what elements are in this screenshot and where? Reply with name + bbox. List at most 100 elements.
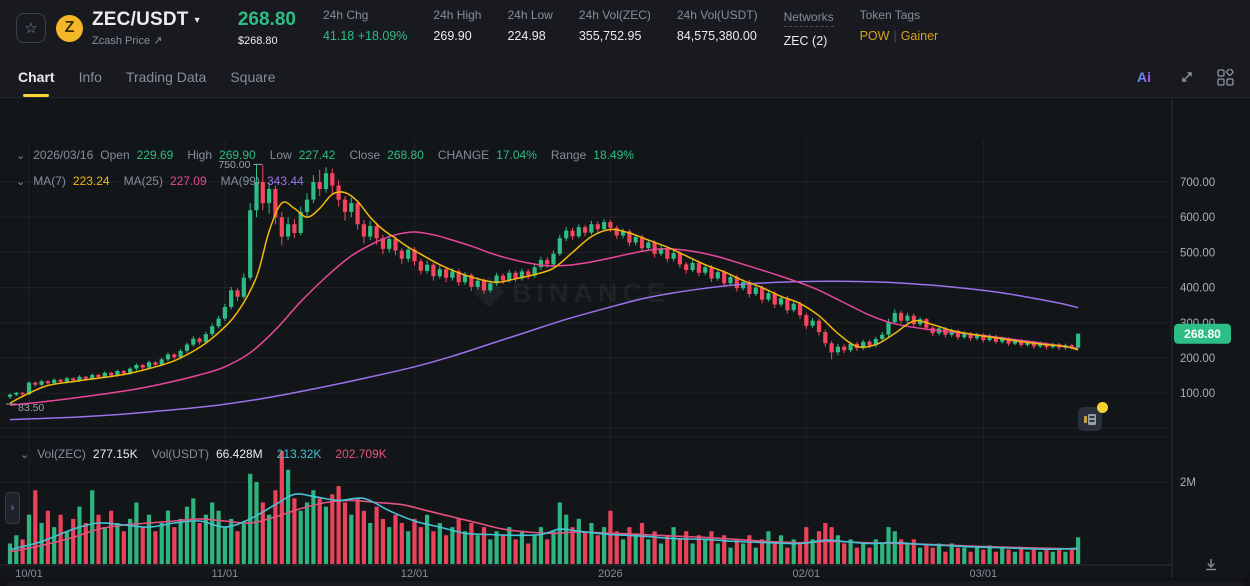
stat-value: ZEC (2) xyxy=(783,34,828,48)
volume-pane-expand-button[interactable]: › xyxy=(5,492,20,524)
vol-ma-fast-value: 213.32K xyxy=(276,447,322,461)
tab-info[interactable]: Info xyxy=(79,56,102,97)
stat-value: 355,752.95 xyxy=(578,29,642,43)
low-label: Low xyxy=(269,148,292,162)
price-axis-label: 400.00 xyxy=(1180,283,1215,295)
low-value: 227.42 xyxy=(298,148,336,162)
collapse-chevron-icon[interactable]: ⌄ xyxy=(16,175,26,188)
news-feed-button[interactable] xyxy=(1078,402,1108,431)
stat-label: 24h High xyxy=(433,8,482,22)
ma7-line xyxy=(9,191,1079,404)
vol-usdt-value: 66.428M xyxy=(215,447,263,461)
stat-value: 224.98 xyxy=(507,29,546,43)
star-icon: ☆ xyxy=(24,20,38,37)
stat-value: 41.18 +18.09% xyxy=(322,29,408,43)
tab-label: Info xyxy=(78,68,102,85)
lowest-price-marker: 83.50 xyxy=(18,402,44,414)
news-icon xyxy=(1084,413,1096,425)
favorite-button[interactable]: ☆ xyxy=(16,13,46,43)
high-label: High xyxy=(187,148,213,162)
price-axis-label: 100.00 xyxy=(1180,388,1215,400)
binance-watermark: BINANCE xyxy=(474,277,665,308)
fullscreen-icon[interactable] xyxy=(1179,69,1195,85)
token-tag-pow[interactable]: POW xyxy=(859,29,890,43)
volume-ma-fast-line xyxy=(9,493,1079,551)
volume-axis-label: 2M xyxy=(1180,477,1196,489)
price-axis-labels[interactable]: 700.00600.00500.00400.00300.00200.00100.… xyxy=(1180,177,1215,489)
range-label: Range xyxy=(550,148,587,162)
ohlc-legend: ⌄ 2026/03/16 Open 229.69 High 269.90 Low… xyxy=(16,148,648,162)
price-axis-label: 500.00 xyxy=(1180,247,1215,259)
coin-glyph: Z xyxy=(64,19,75,36)
next-panel-edge xyxy=(6,581,1244,586)
tab-square[interactable]: Square xyxy=(230,56,275,97)
last-price-badge-text: 268.80 xyxy=(1184,327,1221,341)
market-header: ☆ Z ZEC/USDT ▾ Zcash Price ↗ 268.80 $268… xyxy=(0,0,1250,56)
tab-label: Square xyxy=(230,68,276,85)
collapse-chevron-icon[interactable]: ⌄ xyxy=(16,149,26,162)
stat-label: 24h Vol(ZEC) xyxy=(578,8,651,22)
widgets-grid-icon[interactable] xyxy=(1217,68,1234,86)
chevron-down-icon: ▾ xyxy=(194,14,200,26)
ma25-line xyxy=(9,231,1079,406)
tab-label: Chart xyxy=(18,68,55,85)
open-value: 229.69 xyxy=(136,148,174,162)
ohlc-date: 2026/03/16 xyxy=(33,148,94,162)
pair-title: ZEC/USDT xyxy=(92,9,189,30)
scroll-to-latest-button[interactable] xyxy=(1199,555,1223,575)
time-axis-label: 12/01 xyxy=(401,568,429,580)
ma99-value: 343.44 xyxy=(266,174,304,188)
ai-assistant-button[interactable]: Ai xyxy=(1135,68,1157,86)
change-label: CHANGE xyxy=(437,148,490,162)
tab-chart[interactable]: Chart xyxy=(18,56,55,97)
stat-label: 24h Chg xyxy=(322,8,369,22)
vol-ma-slow-value: 202.709K xyxy=(335,447,387,461)
time-axis-labels[interactable]: 10/01 11/01 12/01 2026 02/01 03/01 xyxy=(15,568,997,580)
stat-networks[interactable]: Networks ZEC (2) xyxy=(783,8,834,48)
price-axis-label: 700.00 xyxy=(1180,177,1215,189)
tab-trading-data[interactable]: Trading Data xyxy=(126,56,206,97)
ma99-label: MA(99) xyxy=(220,174,260,188)
ma99-line xyxy=(9,280,1079,421)
volume-bars-up xyxy=(7,469,1081,564)
collapse-chevron-icon[interactable]: ⌄ xyxy=(20,448,30,461)
ma25-label: MA(25) xyxy=(123,174,163,188)
stat-label: Networks xyxy=(783,10,834,27)
stat-value: 269.90 xyxy=(433,29,472,43)
chevron-right-icon: › xyxy=(10,502,15,514)
ma7-label: MA(7) xyxy=(33,174,66,188)
last-price: 268.80 xyxy=(237,9,296,30)
tag-separator: | xyxy=(893,29,897,43)
token-tag-gainer[interactable]: Gainer xyxy=(900,29,939,43)
notification-dot xyxy=(1097,402,1108,413)
stat-token-tags: Token Tags POW | Gainer xyxy=(860,8,939,48)
time-axis-label: 02/01 xyxy=(793,568,821,580)
change-value: 17.04% xyxy=(496,148,537,162)
stat-label: 24h Low xyxy=(507,8,553,22)
candlestick-chart-panel[interactable] xyxy=(0,98,1250,578)
close-value: 268.80 xyxy=(387,148,424,162)
zcash-coin-icon: Z xyxy=(56,14,83,42)
time-axis-label: 10/01 xyxy=(15,568,43,580)
pair-subtitle-link[interactable]: Zcash Price ↗ xyxy=(92,35,163,47)
time-axis-label: 2026 xyxy=(598,568,622,580)
time-axis-label: 03/01 xyxy=(970,568,998,580)
price-axis-label: 200.00 xyxy=(1180,353,1215,365)
highest-price-marker: 750.00 xyxy=(218,159,250,171)
last-price-usd: $268.80 xyxy=(237,35,278,47)
last-price-badge xyxy=(1174,323,1231,344)
stat-value: 84,575,380.00 xyxy=(676,29,757,43)
ma7-value: 223.24 xyxy=(72,174,110,188)
ma25-value: 227.09 xyxy=(169,174,207,188)
stat-24h-chg: 24h Chg 41.18 +18.09% xyxy=(323,8,407,48)
chart-tabbar: Chart Info Trading Data Square Ai xyxy=(0,56,1250,98)
vol-zec-value: 277.15K xyxy=(92,447,138,461)
vol-zec-label: Vol(ZEC) xyxy=(37,447,86,461)
volume-legend: ⌄ Vol(ZEC) 277.15K Vol(USDT) 66.428M 213… xyxy=(20,447,401,461)
time-axis-label: 11/01 xyxy=(212,568,239,580)
active-tab-underline xyxy=(23,94,50,97)
ai-icon-text: Ai xyxy=(1137,69,1151,85)
pair-selector[interactable]: ZEC/USDT ▾ xyxy=(92,9,200,31)
ma-legend: ⌄ MA(7) 223.24 MA(25) 227.09 MA(99) 343.… xyxy=(16,174,318,188)
